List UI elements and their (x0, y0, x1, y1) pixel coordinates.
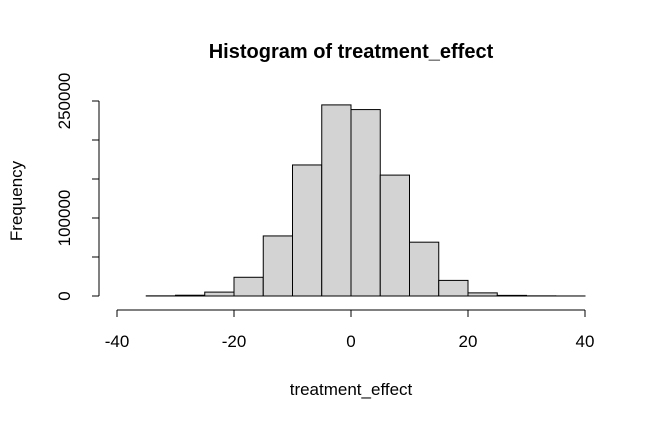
y-tick-label-0: 0 (55, 291, 74, 300)
x-tick-label-1: -20 (222, 332, 247, 351)
y-axis-label: Frequency (7, 160, 26, 241)
x-tick-label-2: 0 (346, 332, 355, 351)
histogram-bar-3 (233, 276, 264, 297)
x-tick-label-4: 40 (576, 332, 595, 351)
x-tick-label-3: 20 (459, 332, 478, 351)
histogram-bar-2 (204, 291, 235, 297)
histogram-bar-11 (467, 292, 498, 297)
histogram-bar-9 (409, 241, 440, 297)
histogram-bar-10 (438, 279, 469, 297)
y-tick-label-1: 100000 (55, 190, 74, 247)
histogram-bar-7 (350, 109, 381, 297)
histogram-bar-8 (379, 174, 410, 297)
x-axis: -40 -20 0 20 40 (105, 309, 595, 351)
histogram-bar-4 (262, 235, 293, 297)
bars-group (145, 104, 586, 297)
y-axis: 0 100000 250000 (55, 73, 100, 301)
histogram-bar-5 (292, 164, 323, 297)
chart-title: Histogram of treatment_effect (209, 41, 494, 63)
y-tick-label-2: 250000 (55, 73, 74, 130)
x-tick-label-0: -40 (105, 332, 130, 351)
histogram-bar-1 (175, 294, 206, 297)
x-axis-label: treatment_effect (290, 380, 413, 399)
histogram-bar-12 (496, 294, 527, 297)
histogram-bar-6 (321, 104, 352, 297)
